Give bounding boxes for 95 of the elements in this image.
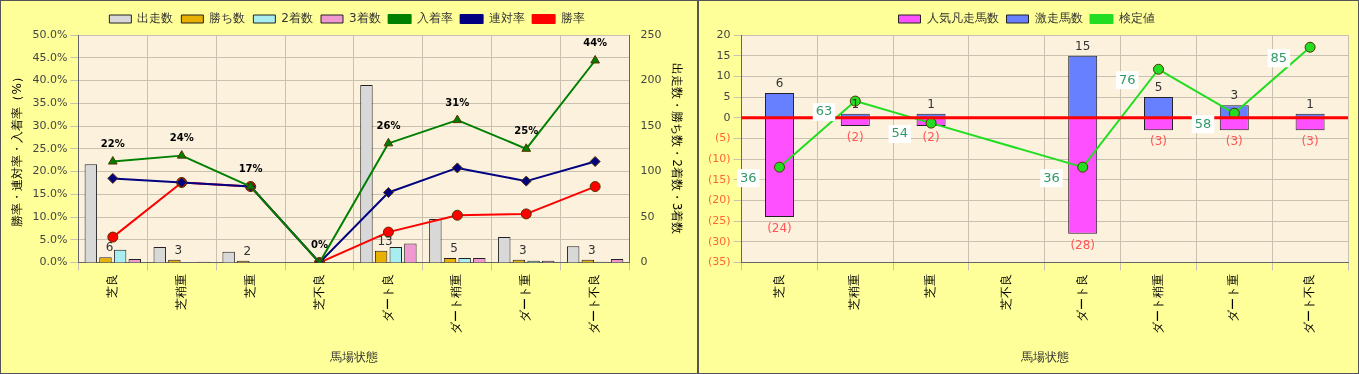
legend-label: 連対率 <box>488 11 525 26</box>
x-tick-label: ダート良 <box>380 273 395 322</box>
data-label: (3) <box>1149 134 1167 149</box>
legend-label: 2着数 <box>281 11 314 26</box>
y-tick-label: (5) <box>714 131 731 145</box>
y-tick-label: 50.0% <box>32 27 68 41</box>
data-label: 26% <box>376 119 401 131</box>
legend-label: 勝ち数 <box>209 11 246 26</box>
y-tick-label: 15 <box>716 48 731 62</box>
y-tick-label: 25.0% <box>32 141 68 155</box>
data-label: 15 <box>1075 38 1091 53</box>
data-label: (3) <box>1301 134 1319 149</box>
data-label: 0% <box>311 239 329 251</box>
y-tick-label: 15.0% <box>32 187 68 201</box>
data-label: 3 <box>174 242 183 257</box>
y2-axis-title: 出走数・勝ち数・2着数・3着数 <box>669 63 684 235</box>
y-tick-label: 45.0% <box>32 50 68 64</box>
y-tick-label: (35) <box>707 255 731 269</box>
y2-tick-label: 0 <box>640 255 648 269</box>
y-tick-label: 5 <box>723 89 731 103</box>
legend-label: 激走馬数 <box>1034 11 1083 26</box>
data-label: 2 <box>243 243 252 258</box>
data-label: 5 <box>450 241 458 256</box>
y-tick-label: 5.0% <box>39 232 68 246</box>
x-tick-label: 芝重 <box>923 273 938 298</box>
x-tick-label: 芝良 <box>771 273 786 298</box>
x-tick-label: 芝不良 <box>999 273 1014 310</box>
x-tick-label: 芝良 <box>104 273 119 298</box>
y-tick-label: 30.0% <box>32 118 68 132</box>
data-label: 22% <box>100 138 125 150</box>
x-axis-title: 馬場状態 <box>328 349 378 364</box>
y-tick-label: 20.0% <box>32 164 68 178</box>
x-tick-label: ダート稍重 <box>1150 273 1165 334</box>
data-label: 36 <box>739 169 757 185</box>
data-label: 3 <box>519 242 527 257</box>
y-tick-label: 0.0% <box>39 255 68 269</box>
data-label: 5 <box>1154 80 1163 95</box>
data-label: 44% <box>583 37 608 49</box>
y-tick-label: 0 <box>723 110 731 124</box>
y-axis-title: 勝率・連対率・入着率（%） <box>10 71 25 227</box>
y2-tick-label: 50 <box>640 209 655 223</box>
y-tick-label: (15) <box>707 172 731 186</box>
legend-label: 人気凡走馬数 <box>926 11 999 26</box>
y-tick-label: 35.0% <box>32 96 68 110</box>
data-label: 24% <box>169 132 194 144</box>
x-tick-label: ダート不良 <box>1302 273 1317 334</box>
data-label: 85 <box>1270 49 1288 65</box>
y2-tick-label: 200 <box>640 73 662 87</box>
data-label: (2) <box>922 130 940 145</box>
y-tick-label: (10) <box>707 152 731 165</box>
x-tick-label: 芝不良 <box>311 273 326 310</box>
data-label: 3 <box>588 242 596 257</box>
y-tick-label: (25) <box>707 214 731 228</box>
legend-label: 検定値 <box>1118 11 1155 26</box>
x-tick-label: 芝重 <box>242 273 257 298</box>
data-label: 76 <box>1118 71 1136 87</box>
data-label: 1 <box>927 96 935 111</box>
x-tick-label: ダート重 <box>518 273 533 322</box>
y-tick-label: 40.0% <box>32 73 68 87</box>
data-label: 58 <box>1194 115 1212 131</box>
x-tick-label: 芝稍重 <box>847 273 862 310</box>
x-tick-label: ダート重 <box>1226 273 1241 322</box>
legend-label: 勝率 <box>560 11 585 26</box>
y2-tick-label: 250 <box>640 27 662 41</box>
x-tick-label: ダート良 <box>1074 273 1089 322</box>
data-label: 6 <box>775 76 784 91</box>
x-tick-label: ダート不良 <box>587 273 602 334</box>
data-label: 1 <box>851 96 860 111</box>
data-label: (2) <box>846 130 864 145</box>
y-tick-label: (30) <box>707 234 731 248</box>
data-label: 6 <box>105 240 114 255</box>
data-label: (3) <box>1225 134 1243 149</box>
legend-label: 3着数 <box>349 11 381 26</box>
data-label: 54 <box>891 125 909 141</box>
data-label: (28) <box>1070 237 1096 252</box>
x-tick-label: 芝稍重 <box>173 273 188 310</box>
data-label: 31% <box>445 96 470 108</box>
y-tick-label: 10 <box>716 69 731 83</box>
legend-label: 出走数 <box>137 11 174 26</box>
x-axis-title: 馬場状態 <box>1019 349 1069 364</box>
legend-label: 入着率 <box>416 11 453 26</box>
y-tick-label: 20 <box>716 27 731 41</box>
y-tick-label: 10.0% <box>32 209 68 223</box>
data-label: 13 <box>377 233 393 248</box>
data-label: 1 <box>1306 96 1314 111</box>
x-tick-label: ダート稍重 <box>449 273 464 334</box>
y-tick-label: (20) <box>707 193 731 207</box>
y2-tick-label: 150 <box>640 118 662 132</box>
data-label: 63 <box>815 103 833 119</box>
data-label: 25% <box>514 125 539 137</box>
data-label: 3 <box>1230 88 1239 103</box>
y2-tick-label: 100 <box>640 164 662 178</box>
data-label: 17% <box>238 163 263 175</box>
data-label: 36 <box>1043 169 1060 185</box>
data-label: (24) <box>767 221 792 236</box>
